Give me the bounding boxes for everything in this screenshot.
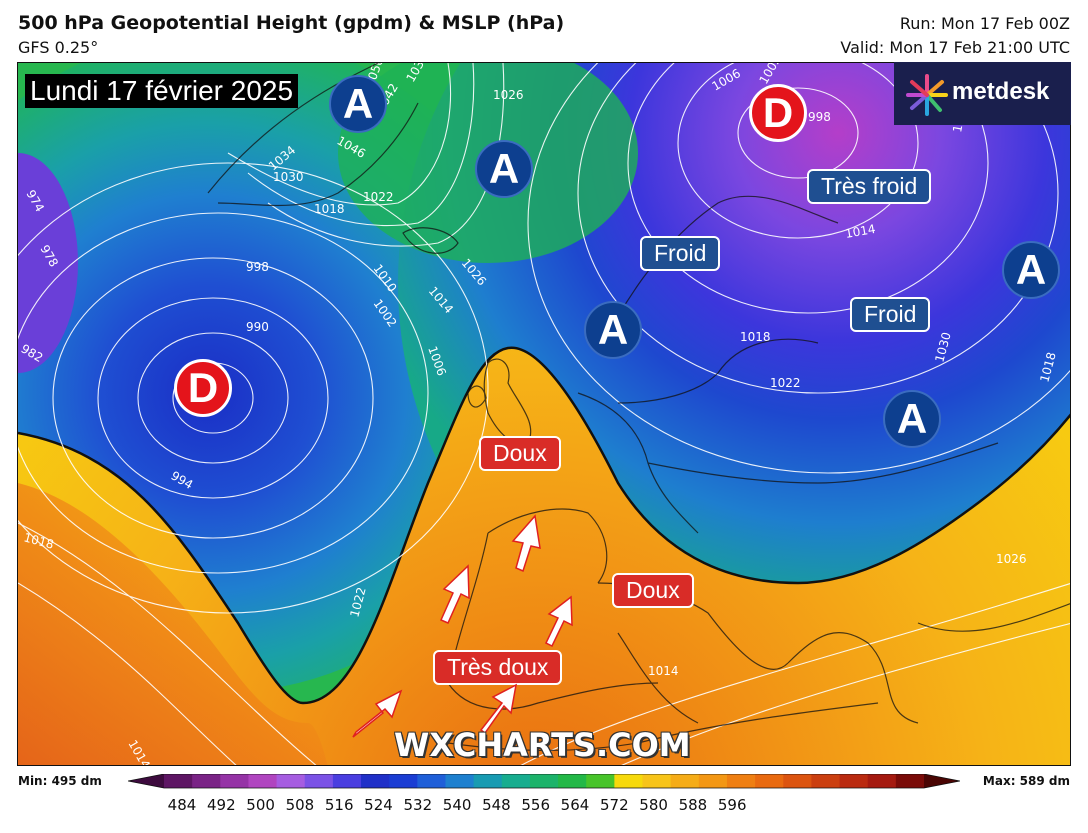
colorbar-segment: [783, 774, 812, 788]
colorbar-tick-label: 556: [521, 796, 551, 814]
colorbar-tick-label: 500: [246, 796, 275, 814]
colorbar-segment: [304, 774, 334, 788]
colorbar-tick-label: 516: [324, 796, 354, 814]
colorbar-segment: [670, 774, 700, 788]
isobar-label: 1026: [493, 88, 524, 102]
colorbar-tick-label: 580: [639, 796, 668, 814]
colorbar-tick-label: 596: [717, 796, 747, 814]
isobar-label: 1018: [740, 330, 771, 344]
colorbar-tick-label: 524: [364, 796, 393, 814]
colorbar-tick-label: 564: [560, 796, 590, 814]
run-time: Run: Mon 17 Feb 00Z: [899, 14, 1070, 33]
metdesk-logo-icon: [906, 74, 948, 116]
isobar-label: 1014: [648, 664, 679, 678]
isobar-label: 1022: [770, 376, 801, 390]
low-pressure-center: D: [174, 359, 232, 417]
brand-name: metdesk: [952, 78, 1050, 105]
colorbar-min: Min: 495 dm: [18, 774, 102, 788]
colorbar-high-cap: [924, 774, 960, 788]
annotation-cold: Froid: [850, 297, 931, 332]
colorbar-ticks: 484 492 500 508 516 524 532 540 548 556 564 572 580 5…: [0, 796, 1088, 816]
colorbar-segment: [389, 774, 418, 788]
annotation-very-mild: Très doux: [433, 650, 563, 685]
colorbar-segment: [726, 774, 756, 788]
colorbar-segment: [220, 774, 249, 788]
isobar-label: 990: [246, 320, 269, 334]
colorbar-tick-label: 484: [167, 796, 197, 814]
chart-title: 500 hPa Geopotential Height (gpdm) & MSL…: [18, 12, 565, 34]
colorbar: [128, 774, 960, 789]
watermark: WXCHARTS.COM: [394, 726, 691, 764]
colorbar-segment: [417, 774, 446, 788]
colorbar-segment: [614, 774, 644, 788]
colorbar-tick-label: 492: [206, 796, 236, 814]
isobar-label: 1014: [844, 222, 877, 241]
colorbar-segment: [586, 774, 615, 788]
colorbar-segment: [164, 774, 193, 788]
brand-logo: metdesk: [894, 62, 1071, 125]
colorbar-segment: [755, 774, 784, 788]
high-pressure-center: A: [475, 140, 533, 198]
colorbar-segment: [192, 774, 221, 788]
colorbar-segment: [276, 774, 306, 788]
isobar-label: 1026: [996, 552, 1027, 566]
colorbar-segment: [895, 774, 925, 788]
annotation-mild: Doux: [612, 573, 694, 608]
colorbar-tick-label: 548: [482, 796, 511, 814]
colorbar-segment: [445, 774, 475, 788]
high-pressure-center: A: [883, 390, 941, 448]
model-label: GFS 0.25°: [18, 38, 99, 57]
colorbar-segment: [839, 774, 869, 788]
colorbar-segment: [332, 774, 362, 788]
colorbar-segment: [811, 774, 841, 788]
annotation-cold: Froid: [640, 236, 721, 271]
annotation-very-cold: Très froid: [807, 169, 932, 204]
colorbar-tick-label: 532: [403, 796, 433, 814]
isobar-label: 998: [246, 260, 269, 274]
colorbar-segment: [867, 774, 897, 788]
weather-map: 1038 1042 1046 1050 1034 1030 1026 1022 …: [17, 62, 1071, 766]
colorbar-tick-label: 540: [442, 796, 472, 814]
colorbar-segment: [698, 774, 728, 788]
valid-time: Valid: Mon 17 Feb 21:00 UTC: [840, 38, 1070, 57]
colorbar-max: Max: 589 dm: [982, 774, 1070, 788]
isobar-label: 998: [808, 110, 831, 124]
colorbar-tick-label: 572: [599, 796, 629, 814]
colorbar-segment: [501, 774, 531, 788]
isobar-label: 1018: [314, 202, 345, 216]
colorbar-tick-label: 588: [678, 796, 708, 814]
date-label: Lundi 17 février 2025: [25, 74, 299, 108]
colorbar-low-cap: [128, 774, 164, 788]
high-pressure-center: A: [1002, 241, 1060, 299]
colorbar-segment: [558, 774, 587, 788]
colorbar-segment: [473, 774, 503, 788]
colorbar-tick-label: 508: [285, 796, 315, 814]
isobar-label: 1030: [273, 170, 304, 184]
high-pressure-center: A: [329, 75, 387, 133]
colorbar-segment: [642, 774, 672, 788]
annotation-mild: Doux: [479, 436, 561, 471]
colorbar-segment: [248, 774, 278, 788]
isobar-label: 1022: [363, 190, 394, 204]
high-pressure-center: A: [584, 301, 642, 359]
colorbar-segment: [529, 774, 559, 788]
low-pressure-center: D: [749, 84, 807, 142]
colorbar-segment: [361, 774, 390, 788]
